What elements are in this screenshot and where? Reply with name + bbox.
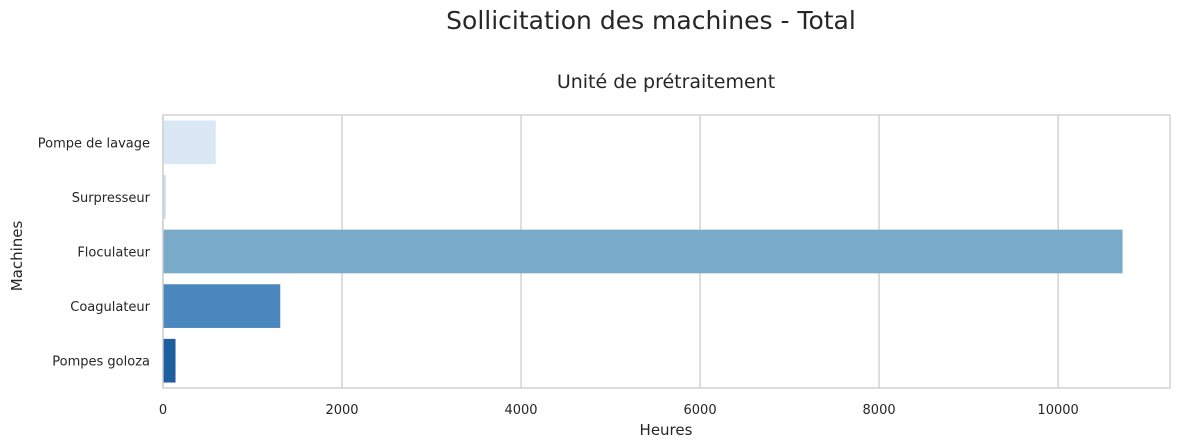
x-tick-label: 6000 (684, 403, 717, 418)
x-tick-label: 8000 (863, 403, 896, 418)
x-tick-label: 0 (159, 403, 167, 418)
figure-suptitle: Sollicitation des machines - Total (446, 6, 856, 35)
x-tick-label: 10000 (1037, 403, 1078, 418)
x-axis-label: Heures (640, 421, 693, 439)
bar (163, 120, 216, 165)
bars (163, 120, 1123, 383)
bar (163, 284, 281, 328)
y-tick-label: Floculateur (77, 246, 150, 261)
y-tick-label: Pompes goloza (52, 355, 150, 370)
bar (163, 175, 166, 219)
x-tick-label: 4000 (504, 403, 537, 418)
x-tick-labels: 0 2000 4000 6000 8000 10000 (159, 403, 1079, 418)
plot-frame (162, 114, 1171, 389)
y-tick-label: Pompe de lavage (38, 136, 150, 151)
y-tick-label: Surpresseur (72, 191, 151, 206)
bar (163, 338, 176, 383)
y-tick-labels: Pompe de lavage Surpresseur Floculateur Coa… (38, 136, 151, 369)
x-tick-label: 2000 (325, 403, 358, 418)
y-axis-label: Machines (8, 221, 26, 292)
chart-title: Unité de prétraitement (557, 71, 775, 93)
bar (163, 229, 1123, 274)
y-tick-label: Coagulateur (70, 300, 150, 315)
